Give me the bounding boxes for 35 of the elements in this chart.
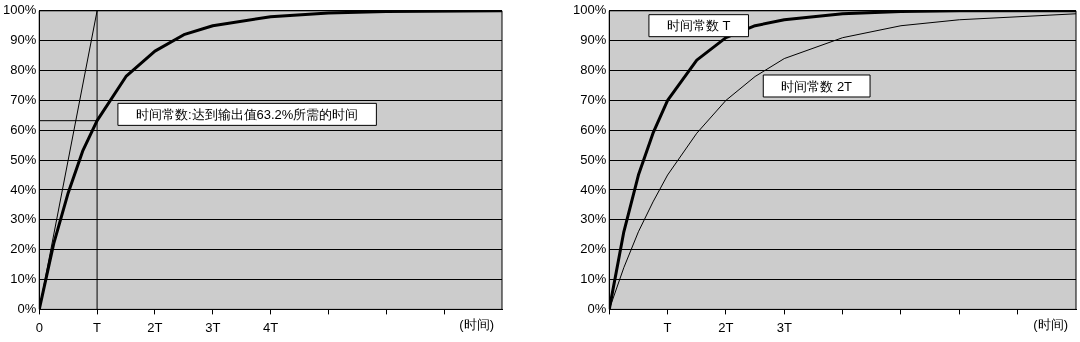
y-tick-label: 90%: [580, 32, 607, 48]
x-tick-label: 3T: [205, 319, 221, 335]
x-tick-label: 2T: [718, 319, 734, 335]
annotation: 时间常数:达到输出值63.2%所需的时间: [135, 106, 359, 122]
x-tick-label: 3T: [776, 319, 792, 335]
y-tick-label: 70%: [580, 91, 607, 107]
x-axis-title: (时间): [459, 317, 494, 333]
y-tick-label: 80%: [580, 62, 607, 78]
y-tick-label: 30%: [10, 211, 37, 227]
y-tick-label: 20%: [10, 241, 37, 257]
x-tick-label: T: [663, 319, 672, 335]
y-tick-label: 60%: [580, 121, 607, 137]
y-tick-label: 30%: [580, 211, 607, 227]
x-tick-label: 4T: [263, 319, 279, 335]
x-tick-label: 0: [35, 319, 43, 335]
y-tick-label: 50%: [10, 151, 37, 167]
x-axis-title: (时间): [1033, 317, 1068, 333]
y-tick-label: 40%: [10, 181, 37, 197]
y-tick-label: 0%: [587, 300, 607, 316]
y-tick-label: 40%: [580, 181, 607, 197]
y-tick-label: 60%: [10, 121, 37, 137]
x-tick-label: T: [93, 319, 102, 335]
y-tick-label: 20%: [580, 241, 607, 257]
y-tick-label: 10%: [10, 271, 37, 287]
y-tick-label: 100%: [3, 2, 37, 18]
y-tick-label: 70%: [10, 91, 37, 107]
y-tick-label: 80%: [10, 62, 37, 78]
y-tick-label: 100%: [573, 2, 607, 18]
y-tick-label: 10%: [580, 271, 607, 287]
y-tick-label: 50%: [580, 151, 607, 167]
y-tick-label: 90%: [10, 32, 37, 48]
y-tick-label: 0%: [17, 300, 37, 316]
x-tick-label: 2T: [147, 319, 163, 335]
series-label: 时间常数 2T: [781, 78, 853, 94]
series-label: 时间常数 T: [666, 18, 731, 34]
